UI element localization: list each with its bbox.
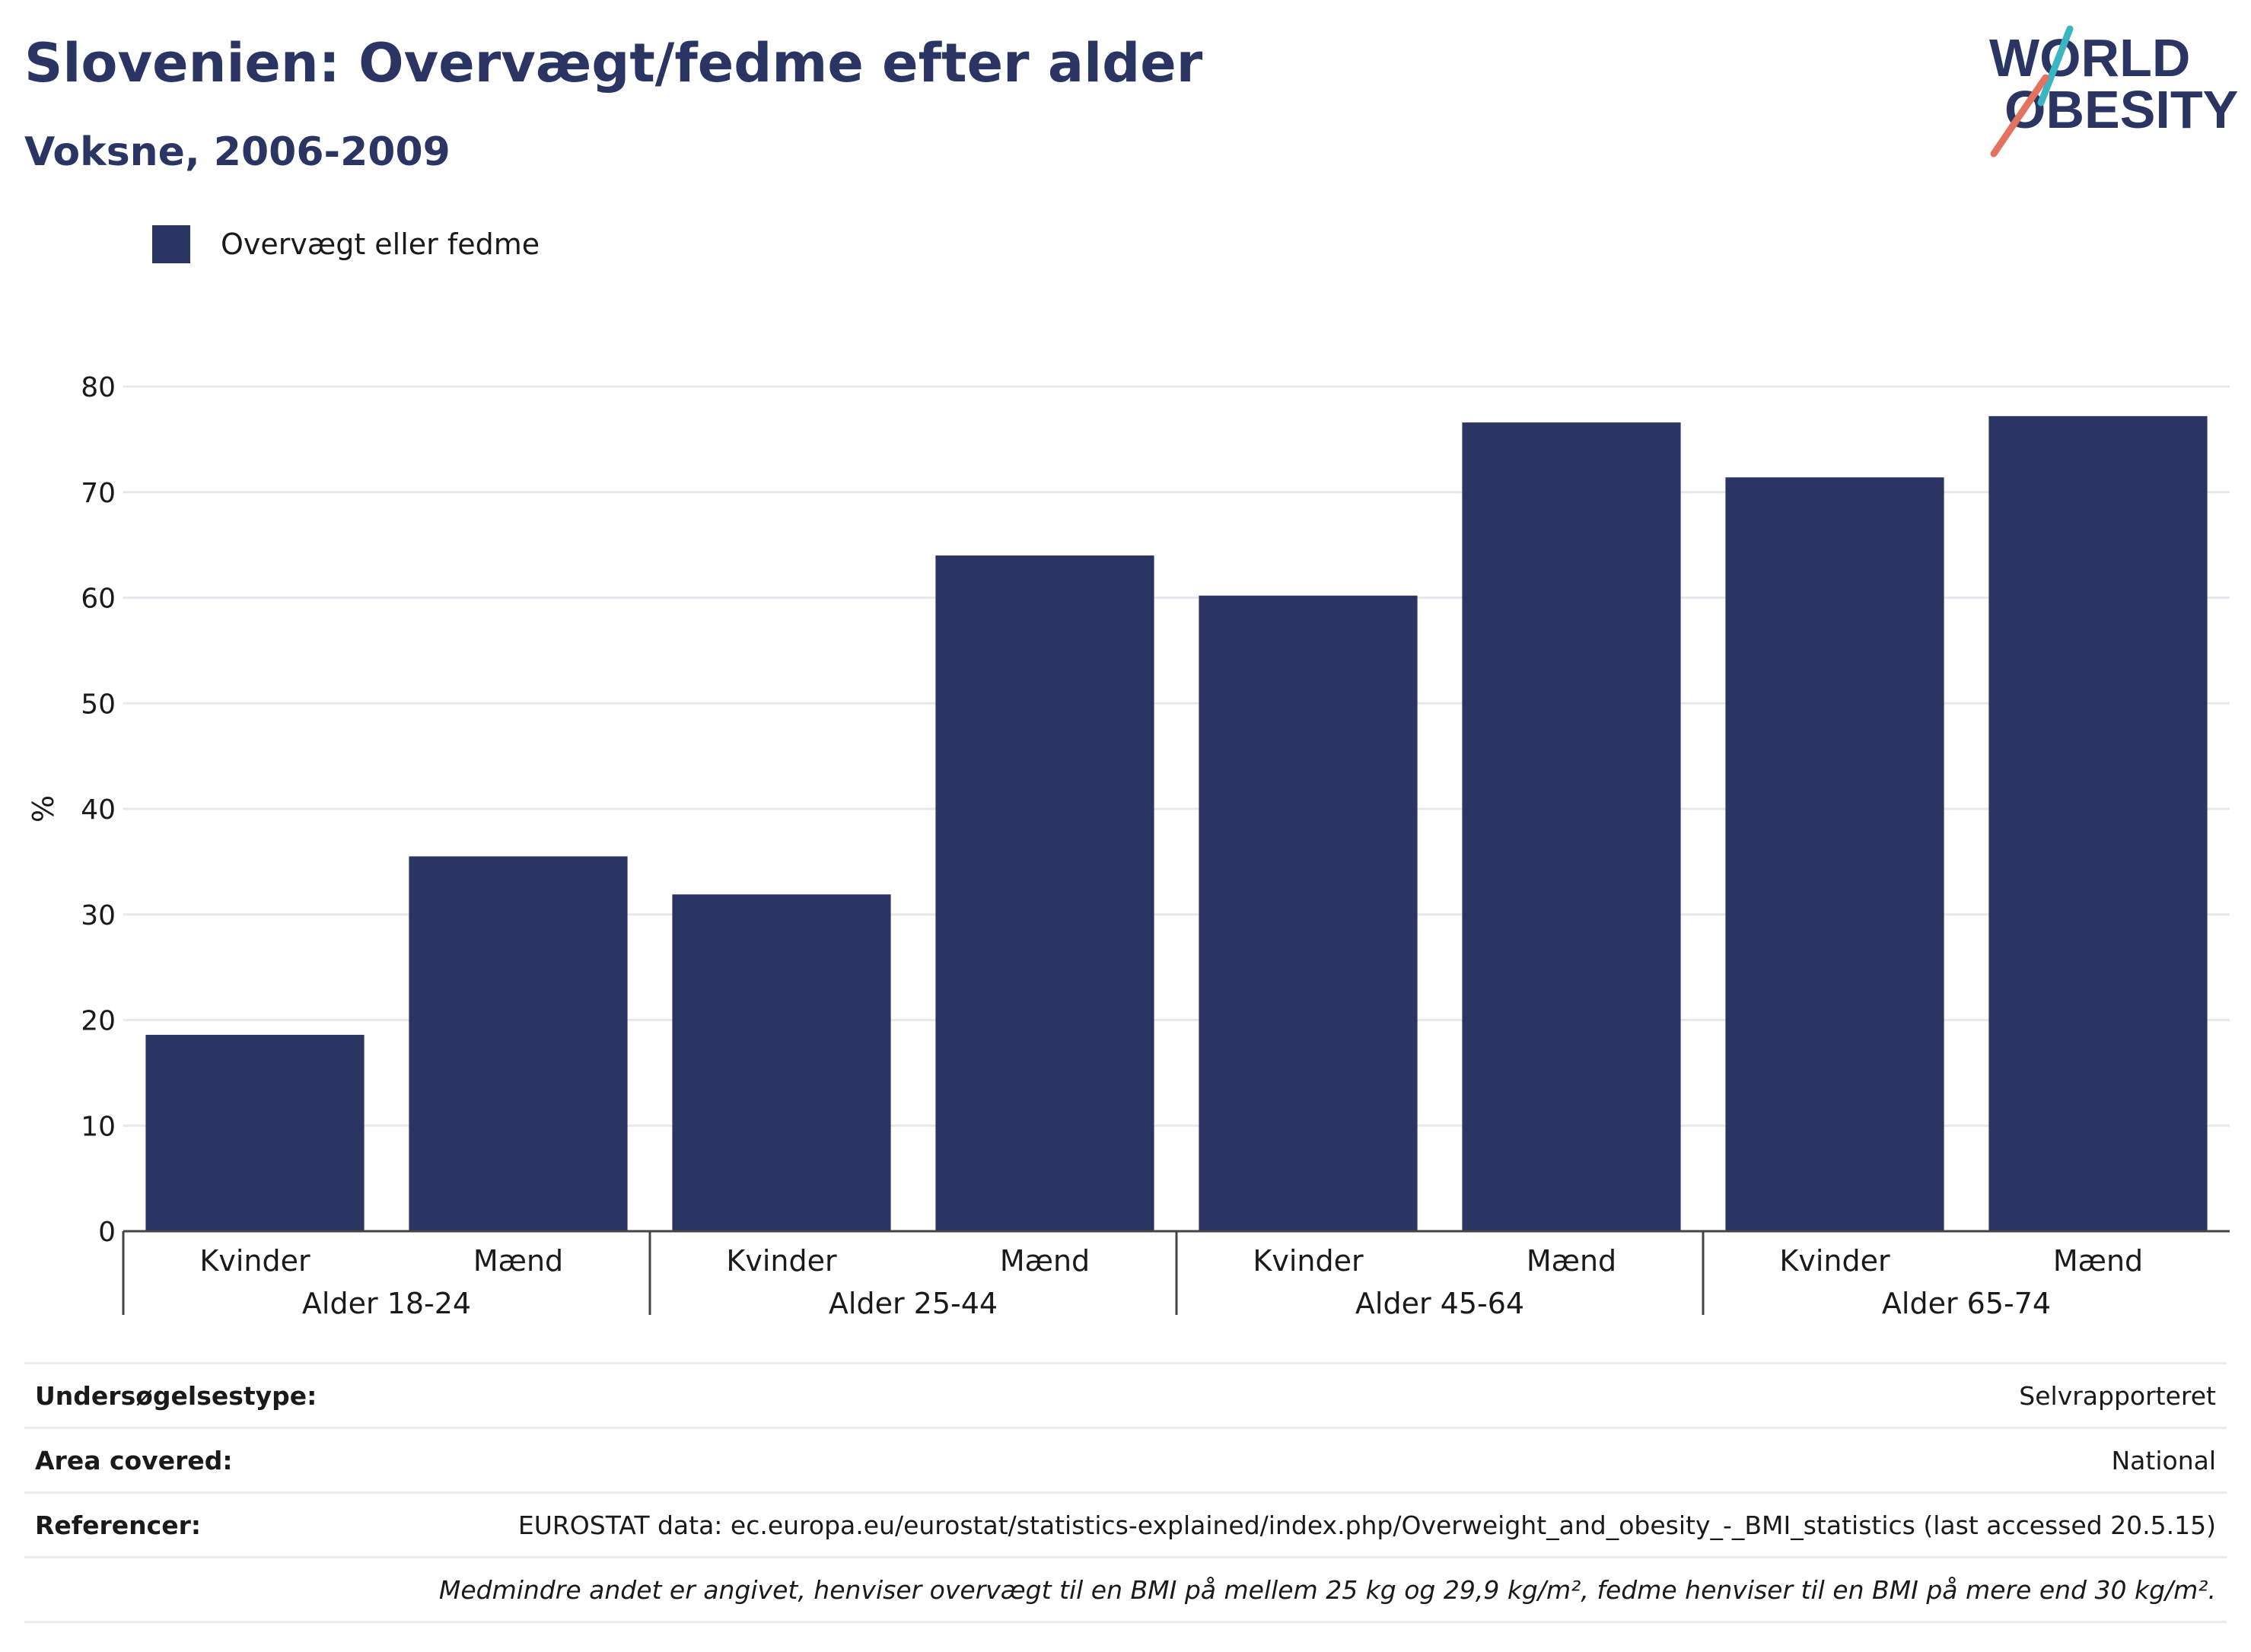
y-tick-label: 70	[81, 478, 116, 509]
y-tick-label: 10	[81, 1111, 116, 1142]
info-key: Referencer:	[35, 1510, 202, 1540]
group-label: Alder 65-74	[1882, 1287, 2051, 1320]
logo-slash-teal	[2037, 25, 2074, 107]
y-axis-title: %	[27, 795, 60, 823]
bar	[1199, 595, 1418, 1231]
logo-slash-coral	[1990, 74, 2049, 158]
y-tick-label: 60	[81, 584, 116, 615]
info-note: Medmindre andet er angivet, henviser ove…	[438, 1574, 2216, 1605]
info-row-note: Medmindre andet er angivet, henviser ove…	[24, 1556, 2227, 1623]
y-tick-label: 0	[98, 1217, 116, 1248]
info-row-references: Referencer: EUROSTAT data: ec.europa.eu/…	[24, 1491, 2227, 1556]
bar	[672, 894, 891, 1231]
x-tick-label: Kvinder	[726, 1244, 837, 1278]
info-value: National	[2111, 1445, 2216, 1475]
info-row-area-covered: Area covered: National	[24, 1427, 2227, 1491]
y-tick-label: 50	[81, 689, 116, 720]
chart-legend: Overvægt eller fedme	[152, 225, 540, 263]
group-label: Alder 18-24	[302, 1287, 471, 1320]
bar	[935, 555, 1154, 1231]
group-label: Alder 45-64	[1355, 1287, 1524, 1320]
x-tick-label: Mænd	[473, 1244, 563, 1278]
x-tick-label: Mænd	[2053, 1244, 2143, 1278]
logo-word-1: WORLD	[1989, 28, 2190, 88]
page-subtitle: Voksne, 2006-2009	[24, 129, 451, 175]
info-row-survey-type: Undersøgelsestype: Selvrapporteret	[24, 1362, 2227, 1427]
y-tick-label: 20	[81, 1006, 116, 1037]
legend-swatch	[152, 225, 190, 263]
bar	[1725, 477, 1944, 1231]
page-title: Slovenien: Overvægt/fedme efter alder	[24, 32, 1203, 94]
info-table: Undersøgelsestype: Selvrapporteret Area …	[24, 1362, 2227, 1623]
y-tick-label: 80	[81, 372, 116, 403]
legend-label: Overvægt eller fedme	[221, 228, 540, 261]
y-tick-label: 30	[81, 900, 116, 931]
world-obesity-logo: WORLD OBESITY	[1989, 25, 2237, 158]
y-tick-label: 40	[81, 794, 116, 826]
info-key: Undersøgelsestype:	[35, 1380, 317, 1411]
info-value: EUROSTAT data: ec.europa.eu/eurostat/sta…	[517, 1510, 2216, 1540]
bar	[409, 856, 628, 1231]
info-key: Area covered:	[35, 1445, 233, 1475]
x-tick-label: Kvinder	[1779, 1244, 1890, 1278]
info-value: Selvrapporteret	[2019, 1380, 2216, 1411]
x-tick-label: Mænd	[1000, 1244, 1090, 1278]
x-tick-label: Mænd	[1527, 1244, 1616, 1278]
bar	[1988, 415, 2208, 1231]
x-tick-label: Kvinder	[199, 1244, 310, 1278]
x-tick-label: Kvinder	[1253, 1244, 1364, 1278]
group-label: Alder 25-44	[829, 1287, 998, 1320]
bar	[145, 1034, 365, 1231]
bar	[1462, 422, 1681, 1231]
